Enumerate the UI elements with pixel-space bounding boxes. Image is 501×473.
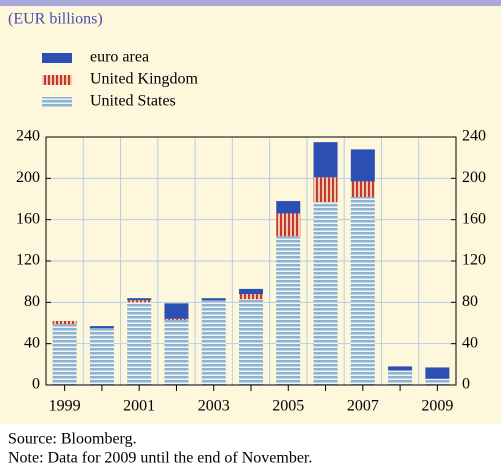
bar-segment xyxy=(276,213,301,237)
y2-tick-label: 240 xyxy=(462,128,486,145)
bar-segment xyxy=(239,288,263,295)
bar-segment xyxy=(350,149,375,182)
bar-segment xyxy=(388,370,413,385)
bar-segment xyxy=(164,319,189,385)
y2-tick-label: 160 xyxy=(462,210,486,227)
bar-segment xyxy=(52,324,77,385)
y-tick-label: 120 xyxy=(16,252,40,269)
note: Note: Data for 2009 until the end of Nov… xyxy=(8,450,312,467)
y2-tick-label: 120 xyxy=(462,252,486,269)
x-tick-label: 2009 xyxy=(421,398,453,415)
bar-segment xyxy=(276,236,301,385)
plot-frame xyxy=(45,136,457,386)
bar-segment xyxy=(350,196,375,385)
legend-label: euro area xyxy=(90,49,149,66)
bar-segment xyxy=(313,177,338,203)
bar-segment xyxy=(239,299,263,385)
chart-subtitle: (EUR billions) xyxy=(8,11,103,28)
bar-segment xyxy=(313,142,338,178)
y2-tick-label: 80 xyxy=(462,293,478,310)
bar-segment xyxy=(201,300,226,385)
x-tick-label: 2001 xyxy=(123,398,155,415)
bar-segment xyxy=(127,300,152,303)
bar-segment xyxy=(127,302,152,385)
x-tick-label: 2005 xyxy=(272,398,304,415)
y-tick-label: 200 xyxy=(16,169,40,186)
bar-segment xyxy=(52,320,77,325)
top-strip xyxy=(0,0,501,6)
bar-segment xyxy=(239,294,263,300)
bar-segment xyxy=(164,303,189,319)
bar-segment xyxy=(276,201,301,214)
bar-segment xyxy=(89,328,114,385)
y-tick-label: 160 xyxy=(16,210,40,227)
bar-segment xyxy=(89,326,114,329)
y-tick-label: 240 xyxy=(16,128,40,145)
y-tick-label: 40 xyxy=(24,334,40,351)
y2-tick-label: 0 xyxy=(462,376,470,393)
y-tick-label: 80 xyxy=(24,293,40,310)
bar-segment xyxy=(164,318,189,320)
bar-segment xyxy=(425,367,450,379)
legend-swatch xyxy=(42,75,72,85)
legend-label: United Kingdom xyxy=(90,71,199,88)
x-tick-label: 2007 xyxy=(347,398,379,415)
legend-swatch xyxy=(42,53,72,63)
legend-swatch xyxy=(42,97,72,107)
bar-segment xyxy=(425,378,450,385)
bar-segment xyxy=(350,181,375,197)
bar-segment xyxy=(127,298,152,301)
y2-tick-label: 200 xyxy=(462,169,486,186)
y2-tick-label: 40 xyxy=(462,334,478,351)
x-tick-label: 1999 xyxy=(49,398,81,415)
source: Source: Bloomberg. xyxy=(8,431,137,448)
x-tick-label: 2003 xyxy=(198,398,230,415)
bar-segment xyxy=(313,202,338,385)
legend-label: United States xyxy=(90,93,176,110)
y-tick-label: 0 xyxy=(32,376,40,393)
bar-segment xyxy=(201,298,226,301)
bar-segment xyxy=(388,366,413,371)
